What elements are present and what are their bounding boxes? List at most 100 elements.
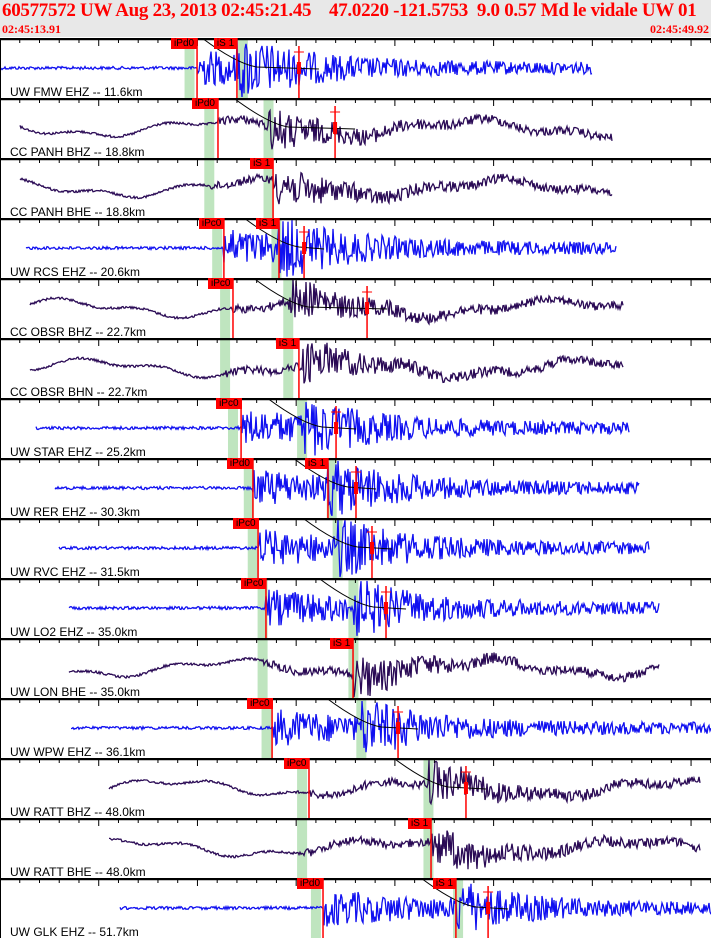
phase-window-band — [263, 98, 274, 158]
phase-window-band — [348, 578, 359, 638]
waveform-trace — [68, 580, 660, 636]
pick-label[interactable]: iPc0 — [240, 578, 267, 589]
channel-panel: iPc0 UW WPW EHZ -- 36.1km — [0, 698, 711, 759]
channel-label: UW GLK EHZ -- 51.7km — [10, 925, 139, 939]
waveform-plot — [0, 458, 711, 518]
travel-time-curve — [302, 518, 393, 550]
phase-window-band — [261, 698, 272, 758]
travel-time-curve — [233, 98, 356, 130]
channel-label: UW RATT BHE -- 48.0km — [10, 865, 146, 879]
pick-label[interactable]: iPc0 — [207, 278, 234, 289]
phase-window-band — [204, 158, 215, 218]
pick-label[interactable]: iS 1 — [304, 458, 329, 469]
waveform-plot — [0, 38, 711, 98]
waveform-plot — [0, 818, 711, 878]
coda-marker-box — [365, 302, 370, 314]
phase-window-band — [332, 518, 343, 578]
phase-window-band — [184, 38, 195, 98]
pick-label[interactable]: iPc0 — [247, 698, 273, 709]
channel-label: CC PANH BHZ -- 18.8km — [10, 145, 145, 159]
waveform-plot — [0, 338, 711, 398]
channel-label: UW WPW EHZ -- 36.1km — [10, 745, 146, 759]
channel-panel: iPc0 CC OBSR BHZ -- 22.7km — [0, 278, 711, 339]
header: 60577572 UW Aug 23, 2013 02:45:21.45 47.… — [0, 0, 711, 37]
coda-marker-box — [486, 902, 491, 914]
waveform-trace — [0, 38, 593, 98]
channel-label: UW RER EHZ -- 30.3km — [10, 505, 141, 519]
waveform-plot — [0, 398, 711, 458]
phase-window-band — [326, 458, 337, 518]
phase-window-band — [220, 338, 231, 398]
waveform-trace — [19, 171, 613, 206]
channel-label: CC PANH BHE -- 18.8km — [10, 205, 146, 219]
pick-label[interactable]: iPd0 — [191, 98, 218, 109]
channel-label: UW LO2 EHZ -- 35.0km — [10, 625, 138, 639]
pick-label[interactable]: iPd0 — [171, 38, 198, 49]
waveform-trace — [68, 652, 660, 698]
channel-panel: iS 1 CC OBSR BHN -- 22.7km — [0, 338, 711, 399]
waveform-trace — [54, 460, 640, 516]
start-time: 02:45:13.91 — [2, 22, 61, 36]
channel-panel: iPd0 iS 1 UW RER EHZ -- 30.3km — [0, 458, 711, 519]
channel-panel: iPc0 UW RVC EHZ -- 31.5km — [0, 518, 711, 579]
channel-label: UW LON BHE -- 35.0km — [10, 685, 141, 699]
event-title: 60577572 UW Aug 23, 2013 02:45:21.45 47.… — [2, 0, 711, 21]
pick-label[interactable]: iPd0 — [297, 878, 324, 889]
waveform-trace — [35, 402, 630, 456]
pick-label[interactable]: iS 1 — [432, 878, 457, 889]
pick-label[interactable]: iS 1 — [213, 38, 238, 49]
pick-label[interactable]: iS 1 — [255, 218, 280, 229]
channel-label: CC OBSR BHZ -- 22.7km — [10, 325, 147, 339]
channel-label: UW RCS EHZ -- 20.6km — [10, 265, 141, 279]
channel-label: UW RVC EHZ -- 31.5km — [10, 565, 140, 579]
travel-time-curve — [393, 758, 486, 790]
channel-label: CC OBSR BHN -- 22.7km — [10, 385, 148, 399]
coda-marker-box — [302, 242, 307, 254]
channel-panel: iS 1 CC PANH BHE -- 18.8km — [0, 158, 711, 219]
phase-window-band — [263, 158, 274, 218]
channel-panel: iPd0 CC PANH BHZ -- 18.8km — [0, 98, 711, 159]
waveform-plot — [0, 98, 711, 158]
coda-marker-box — [369, 542, 374, 554]
pick-label[interactable]: iPc0 — [284, 758, 310, 769]
coda-marker-box — [333, 122, 338, 134]
travel-time-curve — [318, 578, 407, 610]
channel-label: UW STAR EHZ -- 25.2km — [10, 445, 146, 459]
phase-window-band — [453, 878, 464, 938]
phase-window-band — [257, 638, 268, 698]
waveform-plot — [0, 878, 711, 938]
phase-window-band — [237, 38, 248, 98]
pick-label[interactable]: iS 1 — [250, 158, 274, 169]
pick-label[interactable]: iS 1 — [275, 338, 300, 349]
coda-marker-box — [296, 62, 301, 74]
pick-label[interactable]: iPc0 — [216, 398, 242, 409]
phase-window-band — [297, 818, 308, 878]
pick-label[interactable]: iPc0 — [233, 518, 259, 529]
pick-label[interactable]: iPd0 — [226, 458, 253, 469]
waveform-trace — [58, 518, 650, 578]
channel-panel: iS 1 UW RATT BHE -- 48.0km — [0, 818, 711, 879]
channel-label: UW FMW EHZ -- 11.6km — [10, 85, 143, 99]
pick-label[interactable]: iS 1 — [330, 638, 354, 649]
channel-panel: iPd0 iS 1 UW GLK EHZ -- 51.7km — [0, 878, 711, 939]
channel-panel: iPc0 UW LO2 EHZ -- 35.0km — [0, 578, 711, 639]
coda-marker-box — [396, 722, 401, 734]
waveform-trace — [19, 108, 613, 150]
waveform-plot — [0, 158, 711, 218]
phase-window-band — [423, 758, 434, 818]
waveform-trace — [119, 883, 711, 931]
waveform-plot — [0, 758, 711, 818]
channel-panel: iS 1 UW LON BHE -- 35.0km — [0, 638, 711, 699]
pick-label[interactable]: iS 1 — [408, 818, 432, 829]
travel-time-curve — [326, 698, 419, 730]
phase-window-band — [204, 98, 215, 158]
waveform-trace — [71, 700, 711, 753]
waveform-trace — [108, 760, 701, 806]
seismogram-panels: iPd0 iS 1 UW FMW EHZ -- 11.6km iPd0 CC PANH … — [0, 38, 711, 939]
coda-marker-box — [353, 482, 358, 494]
waveform-plot — [0, 638, 711, 698]
channel-panel: iPc0 iS 1 UW RCS EHZ -- 20.6km — [0, 218, 711, 279]
waveform-trace — [29, 342, 624, 384]
travel-time-curve — [252, 278, 388, 310]
pick-label[interactable]: iPc0 — [198, 218, 225, 229]
